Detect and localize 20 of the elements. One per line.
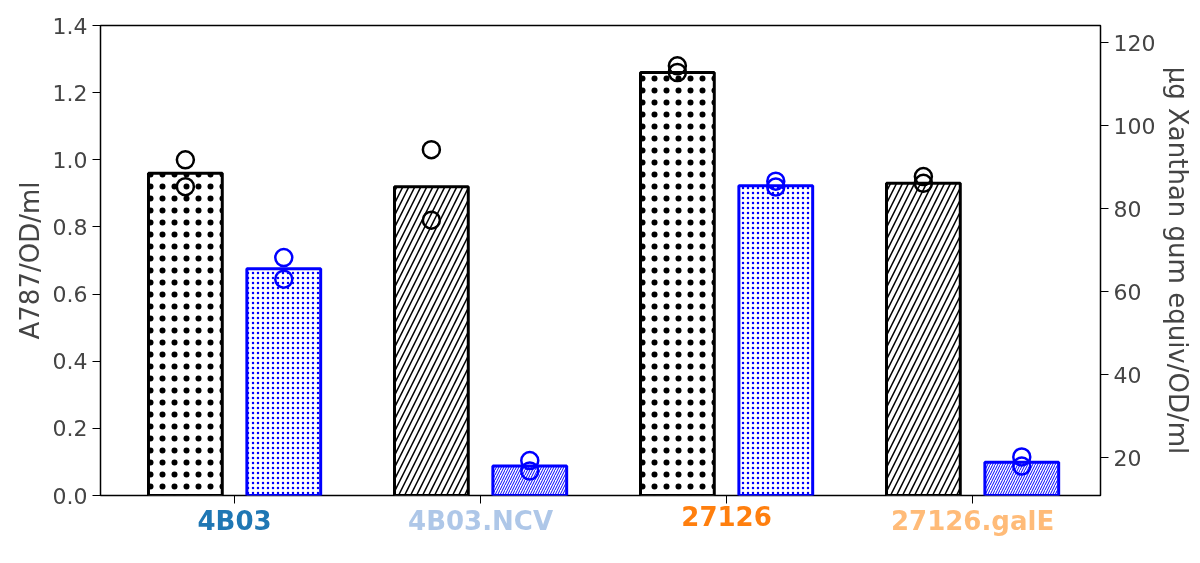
x-tick-label: 27126 xyxy=(681,501,772,532)
y-tick-label: 0.8 xyxy=(52,214,88,240)
x-tick-label: 4B03 xyxy=(197,505,272,536)
y-tick-label: 1.2 xyxy=(52,80,88,106)
y2-tick-label: 20 xyxy=(1113,445,1142,471)
y2-axis-title: µg Xanthan gum equiv/OD/ml xyxy=(1163,66,1194,455)
y-tick-label: 0.6 xyxy=(52,282,88,308)
y2-tick-label: 100 xyxy=(1113,113,1156,139)
y-tick-label: 0.0 xyxy=(52,483,88,509)
x-tick-label: 27126.galE xyxy=(891,505,1055,536)
y-tick-label: 0.4 xyxy=(52,349,88,375)
y-axis-title: A787/OD/ml xyxy=(14,181,45,340)
y2-tick-label: 40 xyxy=(1113,362,1142,388)
x-tick-label: 4B03.NCV xyxy=(408,505,554,536)
y-tick-label: 1.0 xyxy=(52,147,88,173)
y-tick-label: 1.4 xyxy=(52,13,88,39)
y2-tick-label: 120 xyxy=(1113,30,1156,56)
y2-tick-label: 60 xyxy=(1113,279,1142,305)
y2-tick-label: 80 xyxy=(1113,196,1142,222)
y-tick-label: 0.2 xyxy=(52,416,88,442)
